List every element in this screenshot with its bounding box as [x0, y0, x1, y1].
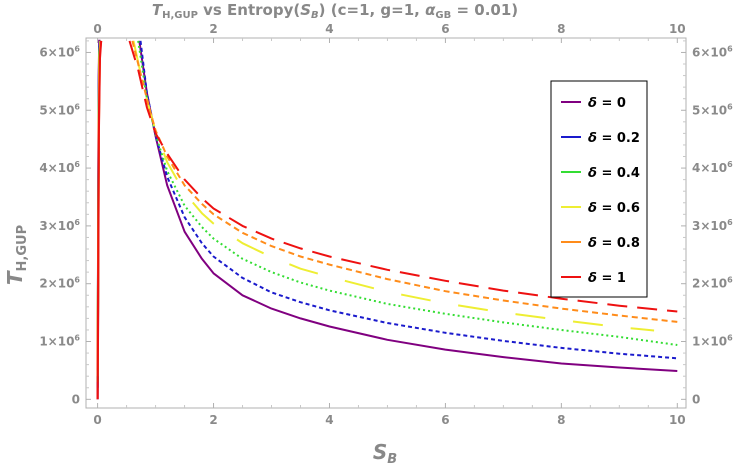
title-t-sub: H,GUP	[162, 10, 198, 21]
title-alpha: α	[425, 1, 436, 19]
series-line-5	[128, 40, 678, 313]
legend-label-5: δ = 1	[588, 271, 626, 286]
x-tick-label-bottom: 4	[325, 413, 333, 427]
y-tick-label-right: 4×106	[692, 160, 733, 175]
x-tick-label-top: 2	[209, 22, 217, 36]
series-group	[96, 39, 678, 400]
y-tick-label-right: 1×106	[692, 334, 733, 349]
title-s-sub: B	[311, 10, 319, 21]
x-tick-label-bottom: 2	[209, 413, 217, 427]
legend-label-1: δ = 0.2	[588, 131, 640, 146]
series-line-2	[137, 40, 678, 346]
y-tick-label-right: 0	[692, 392, 700, 406]
title-s: S	[300, 1, 311, 19]
y-tick-label-left: 1×106	[39, 334, 80, 349]
y-tick-label-right: 2×106	[692, 276, 733, 291]
series-line-3	[132, 40, 655, 332]
x-tick-label-bottom: 10	[669, 413, 686, 427]
x-axis-label: SB	[373, 440, 397, 466]
title-alpha-value: = 0.01)	[451, 1, 518, 19]
y-tick-label-right: 3×106	[692, 218, 733, 233]
x-tick-label-bottom: 6	[441, 413, 449, 427]
x-tick-label-bottom: 0	[93, 413, 101, 427]
legend-box	[550, 80, 648, 298]
series-line-4	[131, 40, 678, 323]
plot-frame	[85, 37, 687, 409]
y-axis-label: TH,GUP	[3, 225, 30, 285]
x-tick-label-top: 8	[557, 22, 565, 36]
x-tick-label-top: 6	[441, 22, 449, 36]
legend-label-3: δ = 0.6	[588, 201, 640, 216]
series-line-0	[138, 40, 678, 372]
series-line-1	[139, 40, 678, 360]
title-t: T	[152, 1, 164, 19]
legend-label-2: δ = 0.4	[588, 166, 640, 181]
legend: δ = 0 δ = 0.2 δ = 0.4 δ = 0.6 δ = 0.8 δ = 1	[550, 80, 648, 298]
x-tick-label-top: 10	[669, 22, 686, 36]
y-tick-label-left: 0	[72, 392, 80, 406]
x-tick-label-bottom: 8	[557, 413, 565, 427]
chart-title: TH,GUP vs Entropy(SB) (c=1, g=1, αGB = 0…	[152, 1, 518, 21]
series-spike-5	[96, 40, 103, 400]
title-suffix: ) (c=1, g=1,	[319, 1, 425, 19]
title-middle: vs Entropy(	[198, 1, 300, 19]
y-tick-label-left: 6×106	[39, 44, 80, 59]
y-tick-label-left: 3×106	[39, 218, 80, 233]
x-axis-label-sub: B	[387, 452, 397, 466]
y-axis-label-main: T	[3, 270, 27, 285]
legend-label-4: δ = 0.8	[588, 236, 640, 251]
x-tick-label-top: 4	[325, 22, 333, 36]
y-tick-label-left: 5×106	[39, 102, 80, 117]
ticks-group	[86, 38, 686, 408]
x-tick-label-top: 0	[93, 22, 101, 36]
y-tick-label-left: 4×106	[39, 160, 80, 175]
y-axis-label-sub: H,GUP	[15, 225, 30, 272]
y-tick-label-right: 6×106	[692, 44, 733, 59]
legend-label-0: δ = 0	[588, 96, 626, 111]
x-axis-label-main: S	[373, 440, 387, 464]
y-tick-label-right: 5×106	[692, 102, 733, 117]
y-tick-label-left: 2×106	[39, 276, 80, 291]
title-alpha-sub: GB	[435, 10, 451, 21]
